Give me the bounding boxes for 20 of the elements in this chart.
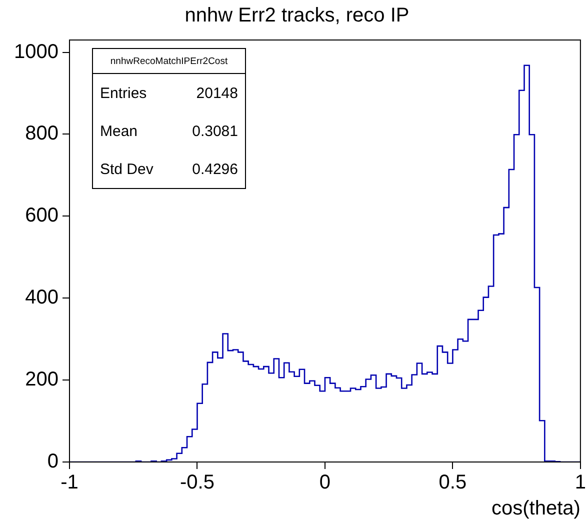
annotation: Mean (100, 122, 138, 140)
y-tick-label: 400 (25, 286, 58, 309)
y-tick-label: 800 (25, 122, 58, 145)
y-tick-label: 1000 (14, 40, 58, 63)
annotation: 0.3081 (192, 122, 238, 140)
x-tick-label: 1 (574, 472, 586, 494)
annotation: 20148 (196, 84, 238, 102)
x-tick-label: -1 (60, 472, 78, 494)
annotation: Entries (100, 84, 147, 102)
chart-title: nnhw Err2 tracks, reco IP (184, 4, 410, 27)
annotation: 0.4296 (192, 160, 238, 178)
annotation: nnhwRecoMatchIPErr2Cost (93, 49, 245, 74)
y-tick-label: 600 (25, 204, 58, 227)
x-tick-label: 0.5 (438, 472, 467, 494)
annotation: Std Dev (100, 160, 154, 178)
x-tick-label: 0 (319, 472, 331, 494)
y-tick-label: 0 (47, 450, 58, 473)
x-axis-title: cos(theta) (492, 498, 580, 520)
y-tick-label: 200 (25, 368, 58, 391)
x-tick-label: -0.5 (180, 472, 214, 494)
